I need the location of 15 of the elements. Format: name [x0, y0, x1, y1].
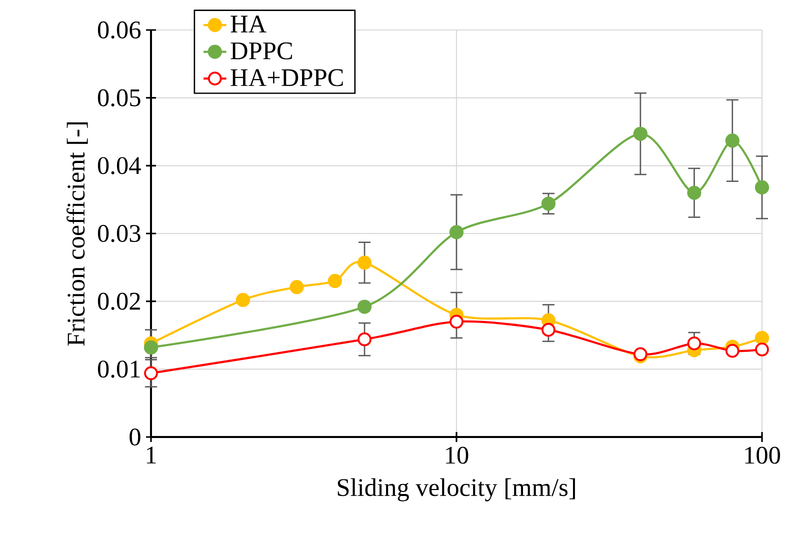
legend-label: HA+DPPC [230, 69, 343, 86]
legend-label: HA [230, 16, 266, 32]
y-tick-label: 0.05 [98, 89, 140, 106]
x-tick-label: 1 [146, 446, 156, 464]
x-tick-label: 100 [745, 446, 780, 464]
y-tick-label: 0.04 [98, 157, 141, 174]
y-axis-title: Friction coefficient [-] [66, 122, 88, 346]
y-tick-label: 0.06 [98, 21, 141, 39]
y-tick-label: 0.02 [98, 292, 140, 310]
y-tick-label: 0 [130, 428, 140, 446]
legend-label: DPPC [230, 42, 292, 60]
x-tick-label: 10 [446, 446, 468, 464]
y-tick-label: 0.01 [98, 360, 140, 378]
y-tick-label: 0.03 [98, 224, 140, 242]
x-axis-title: Sliding velocity [mm/s] [338, 478, 575, 502]
